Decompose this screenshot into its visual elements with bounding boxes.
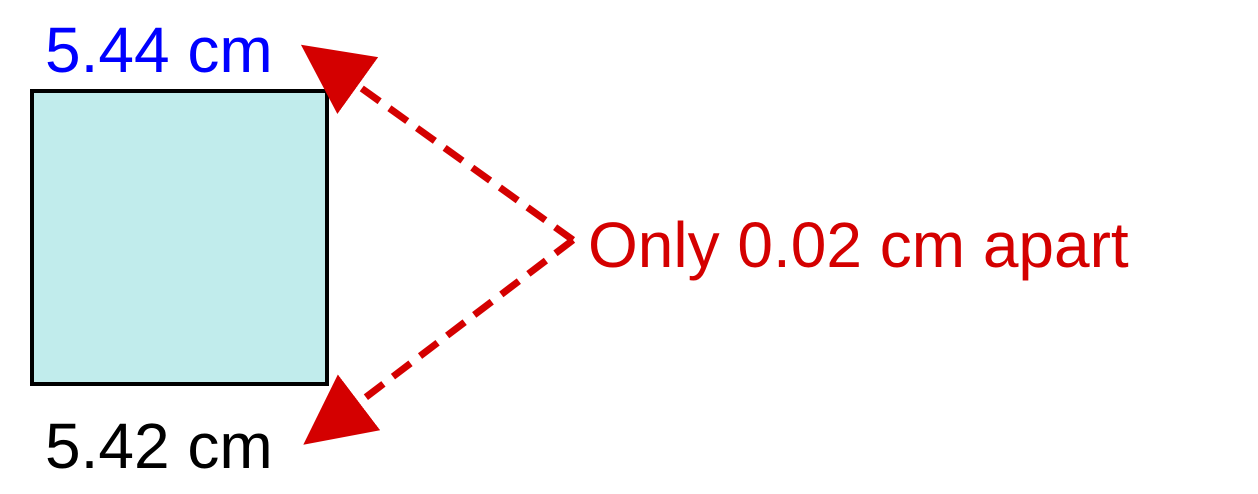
arrow-to-top-measurement (300, 44, 576, 243)
top-measurement-label: 5.44 cm (45, 14, 273, 86)
arrow-to-bottom-measurement (303, 237, 576, 445)
square-shape (30, 89, 329, 386)
difference-annotation: Only 0.02 cm apart (588, 209, 1129, 281)
bottom-measurement-label: 5.42 cm (45, 410, 273, 482)
